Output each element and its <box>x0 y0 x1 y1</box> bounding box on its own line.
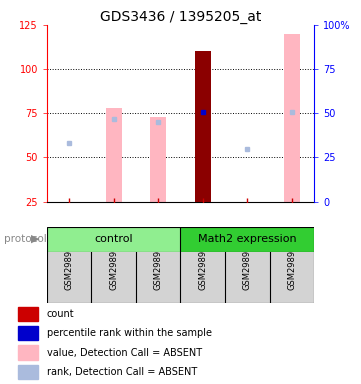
Bar <box>18 345 38 360</box>
Text: GSM298943: GSM298943 <box>154 240 163 290</box>
Text: protocol: protocol <box>4 234 46 244</box>
Bar <box>151 117 166 202</box>
Title: GDS3436 / 1395205_at: GDS3436 / 1395205_at <box>100 10 261 24</box>
Text: GSM298944: GSM298944 <box>198 240 207 290</box>
Bar <box>284 34 300 202</box>
Text: percentile rank within the sample: percentile rank within the sample <box>47 328 212 338</box>
Bar <box>106 108 122 202</box>
Text: count: count <box>47 309 75 319</box>
Text: GSM298946: GSM298946 <box>287 240 296 290</box>
Text: GSM298941: GSM298941 <box>65 240 74 290</box>
Text: GSM298942: GSM298942 <box>109 240 118 290</box>
Bar <box>18 365 38 379</box>
Text: rank, Detection Call = ABSENT: rank, Detection Call = ABSENT <box>47 367 197 377</box>
Text: value, Detection Call = ABSENT: value, Detection Call = ABSENT <box>47 348 202 358</box>
Bar <box>47 227 180 252</box>
Bar <box>18 326 38 341</box>
Text: control: control <box>95 234 133 244</box>
Bar <box>195 51 210 202</box>
Text: Math2 expression: Math2 expression <box>198 234 297 244</box>
Text: ▶: ▶ <box>31 234 39 244</box>
Bar <box>180 227 314 252</box>
Text: GSM298945: GSM298945 <box>243 240 252 290</box>
Bar <box>18 306 38 321</box>
